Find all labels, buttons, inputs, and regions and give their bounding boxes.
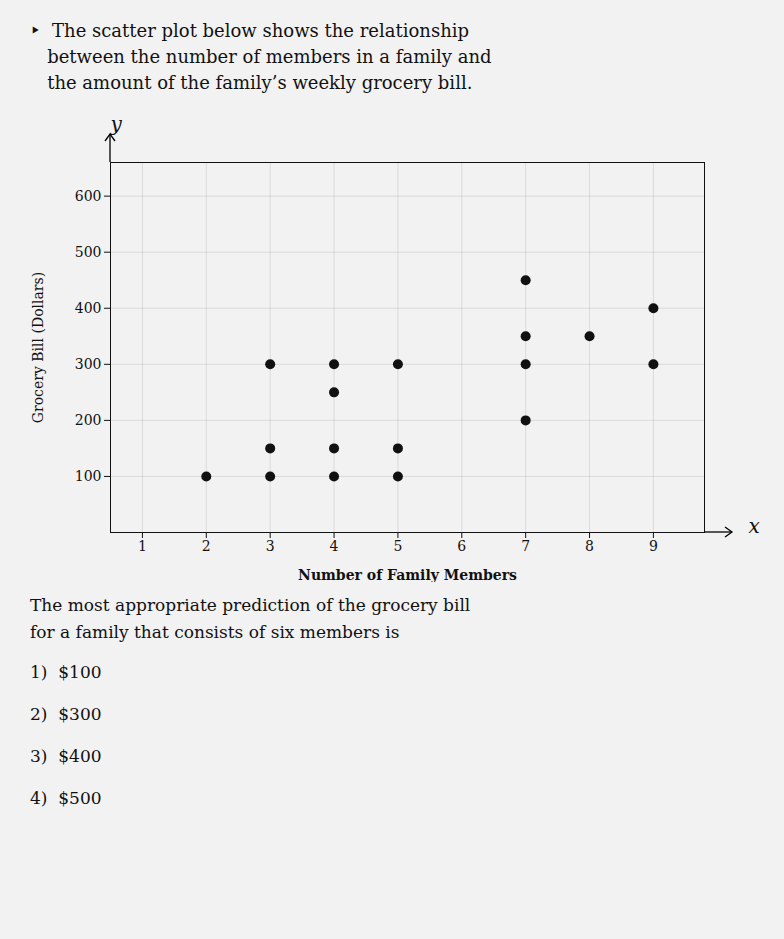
svg-text:2: 2 (202, 539, 211, 555)
svg-text:5: 5 (393, 539, 402, 555)
html-text:The most appropriate predictio: The most appropriate prediction of the g… (30, 595, 471, 643)
svg-text:7: 7 (521, 539, 530, 555)
svg-text:100: 100 (75, 468, 102, 484)
svg-text:3: 3 (266, 539, 275, 555)
html-text:2) $300: 2) $300 (30, 703, 102, 724)
html-text:1) $100: 1) $100 (30, 661, 102, 682)
svg-text:200: 200 (75, 412, 102, 428)
svg-text:1: 1 (138, 539, 147, 555)
svg-text:8: 8 (585, 539, 594, 555)
svg-text:400: 400 (75, 300, 102, 316)
html-text:4) $500: 4) $500 (30, 787, 102, 808)
svg-text:y: y (110, 112, 123, 136)
svg-text:x: x (749, 514, 760, 538)
svg-text:500: 500 (75, 244, 102, 260)
svg-text:600: 600 (75, 188, 102, 204)
html-text:‣ The scatter plot below shows: ‣ The scatter plot below shows the relat… (30, 20, 492, 94)
svg-text:4: 4 (330, 539, 339, 555)
svg-text:Grocery Bill (Dollars): Grocery Bill (Dollars) (30, 272, 46, 423)
svg-text:9: 9 (649, 539, 658, 555)
svg-text:300: 300 (75, 356, 102, 372)
svg-text:6: 6 (457, 539, 466, 555)
svg-text:Number of Family Members: Number of Family Members (298, 567, 517, 583)
html-text:3) $400: 3) $400 (30, 745, 102, 766)
